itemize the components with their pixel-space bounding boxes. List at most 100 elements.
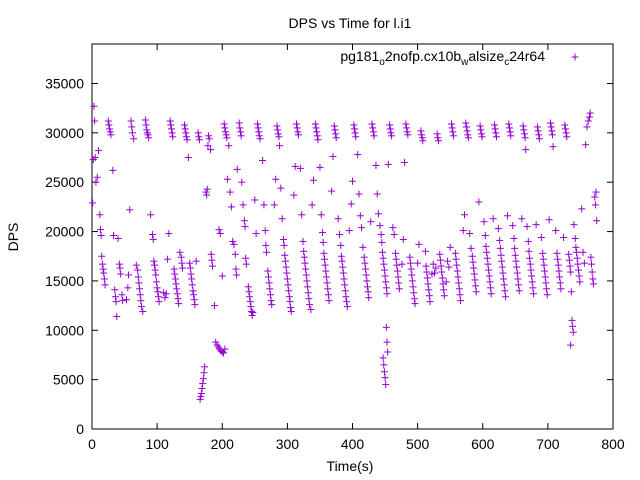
data-point: [561, 121, 569, 129]
data-point: [452, 255, 460, 263]
data-point: [525, 247, 533, 255]
x-tick-label: 400: [341, 436, 365, 452]
data-point: [91, 154, 99, 162]
data-point: [245, 288, 253, 296]
data-point: [519, 122, 527, 130]
data-point: [210, 302, 218, 310]
data-point: [188, 275, 196, 283]
data-point: [535, 135, 543, 143]
data-point: [521, 134, 529, 142]
data-point: [451, 249, 459, 257]
data-point: [354, 151, 362, 159]
data-point: [481, 232, 489, 240]
data-point: [464, 134, 472, 142]
data-point: [264, 273, 272, 281]
data-point: [462, 123, 470, 131]
data-point: [365, 294, 373, 302]
data-point: [380, 260, 388, 268]
data-point: [548, 127, 556, 135]
data-point: [191, 301, 199, 309]
data-point: [294, 131, 302, 139]
data-point: [380, 368, 388, 376]
data-point: [378, 238, 386, 246]
data-point: [90, 102, 98, 110]
data-point: [236, 124, 244, 132]
data-point: [270, 201, 278, 209]
data-point: [541, 273, 549, 281]
data-point: [466, 230, 474, 238]
data-point: [143, 126, 151, 134]
data-point: [151, 261, 159, 269]
y-tick-label: 0: [76, 421, 84, 437]
data-point: [567, 268, 575, 276]
data-point: [171, 275, 179, 283]
data-point: [280, 241, 288, 249]
data-point: [407, 265, 415, 273]
data-point: [464, 131, 472, 139]
data-point: [440, 286, 448, 294]
data-point: [316, 163, 324, 171]
data-point: [223, 134, 231, 142]
data-point: [505, 120, 513, 128]
data-point: [526, 260, 534, 268]
data-point: [569, 322, 577, 330]
data-point: [114, 234, 122, 242]
data-point: [352, 133, 360, 141]
data-point: [463, 127, 471, 135]
data-point: [380, 361, 388, 369]
data-point: [190, 291, 198, 299]
data-point: [462, 119, 470, 127]
data-point: [170, 265, 178, 273]
data-point: [514, 275, 522, 283]
data-point: [406, 253, 414, 261]
data-point: [330, 122, 338, 130]
plot-frame: [91, 43, 614, 430]
data-point: [130, 135, 138, 143]
data-point: [535, 131, 543, 139]
data-point: [408, 277, 416, 285]
data-point: [195, 136, 203, 144]
data-point: [586, 109, 594, 117]
data-point: [511, 251, 519, 259]
data-point: [377, 231, 385, 239]
data-point: [448, 124, 456, 132]
y-tick-label: 10000: [45, 322, 84, 338]
data-point: [144, 131, 152, 139]
chart-title: DPS vs Time for l.i1: [289, 15, 412, 31]
data-point: [453, 267, 461, 275]
data-point: [589, 280, 597, 288]
data-point: [317, 211, 325, 219]
data-point: [194, 129, 202, 137]
data-point: [236, 128, 244, 136]
data-point: [242, 260, 250, 268]
data-point: [496, 244, 504, 252]
data-point: [260, 201, 268, 209]
data-point: [222, 131, 230, 139]
data-point: [490, 121, 498, 129]
data-point: [227, 203, 235, 211]
data-point: [349, 177, 356, 185]
data-point: [98, 260, 106, 268]
data-point: [173, 285, 181, 293]
data-point: [547, 123, 555, 131]
data-point: [395, 279, 403, 287]
data-point: [484, 260, 492, 268]
data-point: [492, 133, 500, 141]
x-axis-ticks: 0 100 200 300 400 500 600 700 800: [88, 44, 625, 452]
data-point: [486, 278, 494, 286]
data-point: [586, 113, 594, 121]
data-point: [390, 231, 398, 239]
data-point: [570, 221, 578, 229]
data-point: [491, 125, 499, 133]
data-point: [261, 227, 269, 235]
data-point: [383, 338, 391, 346]
data-point: [501, 287, 509, 295]
data-point: [259, 156, 267, 164]
data-point: [232, 265, 240, 273]
data-point: [503, 212, 511, 220]
data-point: [549, 143, 557, 151]
data-point: [325, 297, 333, 305]
data-point: [505, 124, 513, 132]
data-point: [454, 273, 462, 281]
